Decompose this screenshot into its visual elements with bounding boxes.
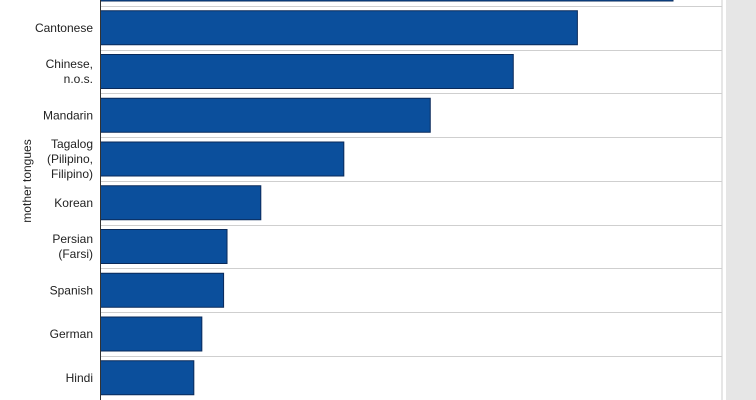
chart-shadow — [726, 0, 756, 400]
category-label-line: German — [50, 327, 93, 341]
category-label-line: Cantonese — [35, 21, 93, 35]
bar — [100, 272, 225, 308]
category-labels: Cantonese Chinese, n.o.s. Mandarin Tagalog (P… — [35, 21, 93, 385]
category-label: German — [50, 327, 93, 341]
bar — [100, 316, 203, 352]
bar — [100, 0, 674, 2]
bar — [100, 54, 514, 89]
category-label-line: Spanish — [50, 283, 93, 297]
category-label: Chinese, n.o.s. — [46, 57, 93, 86]
y-axis-title: mother tongues — [20, 139, 34, 222]
category-label-line: Korean — [54, 196, 93, 210]
category-label: Cantonese — [35, 21, 93, 35]
category-label-line: Chinese, — [46, 57, 93, 71]
category-label-line: n.o.s. — [64, 72, 93, 86]
category-label-line: Filipino) — [51, 167, 93, 181]
bar — [100, 229, 228, 264]
category-label: Mandarin — [43, 108, 93, 122]
category-label: Spanish — [50, 283, 93, 297]
bar — [100, 97, 431, 133]
bar — [100, 141, 345, 177]
category-label: Korean — [54, 196, 93, 210]
category-label-line: (Pilipino, — [47, 152, 93, 166]
bar — [100, 10, 578, 46]
category-label: Tagalog (Pilipino, Filipino) — [47, 137, 93, 181]
category-label: Hindi — [66, 371, 93, 385]
category-label-line: Mandarin — [43, 108, 93, 122]
category-label: Persian (Farsi) — [52, 232, 93, 261]
category-label-line: (Farsi) — [58, 247, 93, 261]
category-label-line: Persian — [52, 232, 93, 246]
bar — [100, 185, 262, 221]
bar — [100, 360, 195, 396]
category-label-line: Hindi — [66, 371, 93, 385]
category-label-line: Tagalog — [51, 137, 93, 151]
bars — [100, 0, 674, 396]
gridlines — [100, 6, 722, 357]
